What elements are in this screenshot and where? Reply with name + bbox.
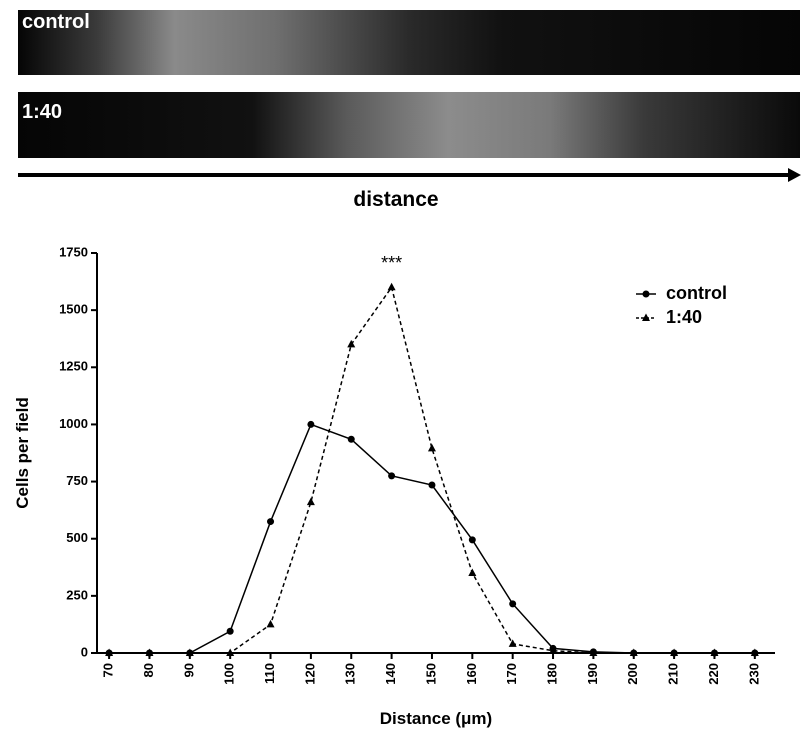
y-axis-label: Cells per field (13, 397, 32, 508)
y-tick-label: 1750 (59, 244, 88, 259)
marker (710, 648, 719, 656)
marker (589, 648, 598, 656)
image-strip (18, 10, 800, 75)
y-tick-label: 750 (66, 473, 88, 488)
x-tick-label: 130 (343, 663, 358, 685)
x-tick-label: 180 (544, 663, 559, 685)
x-tick-label: 200 (625, 663, 640, 685)
y-tick-label: 250 (66, 587, 88, 602)
x-tick-label: 150 (423, 663, 438, 685)
marker (267, 518, 275, 526)
x-tick-label: 90 (181, 663, 196, 677)
x-tick-label: 120 (302, 663, 317, 685)
marker (642, 290, 650, 298)
y-tick-label: 500 (66, 530, 88, 545)
x-tick-label: 230 (746, 663, 761, 685)
marker (145, 648, 154, 656)
marker (750, 648, 759, 656)
marker (629, 648, 638, 656)
legend-label: control (666, 283, 727, 303)
x-axis-label: Distance (μm) (380, 709, 492, 728)
marker (307, 420, 315, 428)
marker (387, 282, 396, 291)
marker (185, 648, 194, 656)
marker (468, 536, 476, 544)
arrow-label: distance (353, 188, 438, 211)
series-line (109, 285, 755, 654)
strip-label: 1:40 (22, 101, 62, 123)
x-tick-label: 80 (141, 663, 156, 677)
marker (670, 648, 679, 656)
image-strip (18, 92, 800, 158)
legend-label: 1:40 (666, 307, 702, 327)
marker (226, 627, 234, 635)
series-line (109, 423, 755, 654)
marker (347, 435, 355, 443)
marker (347, 339, 356, 348)
marker (266, 619, 275, 628)
arrow-head (788, 168, 801, 182)
marker (105, 648, 114, 656)
marker (642, 313, 650, 321)
y-tick-label: 1250 (59, 359, 88, 374)
marker (428, 481, 436, 489)
x-tick-label: 110 (262, 663, 277, 684)
marker (509, 600, 517, 608)
marker (468, 568, 477, 576)
x-tick-label: 190 (585, 663, 600, 685)
x-tick-label: 140 (383, 663, 398, 685)
x-tick-label: 70 (101, 663, 116, 677)
y-tick-label: 1500 (59, 302, 88, 317)
x-tick-label: 100 (222, 663, 237, 685)
x-tick-label: 170 (504, 663, 519, 685)
marker (508, 639, 517, 647)
marker (306, 497, 315, 506)
y-tick-label: 1000 (59, 416, 88, 431)
annotation: *** (381, 253, 402, 273)
x-tick-label: 210 (666, 663, 681, 685)
marker (549, 646, 558, 654)
marker (226, 648, 235, 656)
marker (388, 472, 396, 480)
x-tick-label: 220 (706, 663, 721, 685)
marker (427, 443, 436, 452)
y-tick-label: 0 (81, 644, 88, 659)
x-tick-label: 160 (464, 663, 479, 685)
strip-label: control (22, 11, 90, 33)
